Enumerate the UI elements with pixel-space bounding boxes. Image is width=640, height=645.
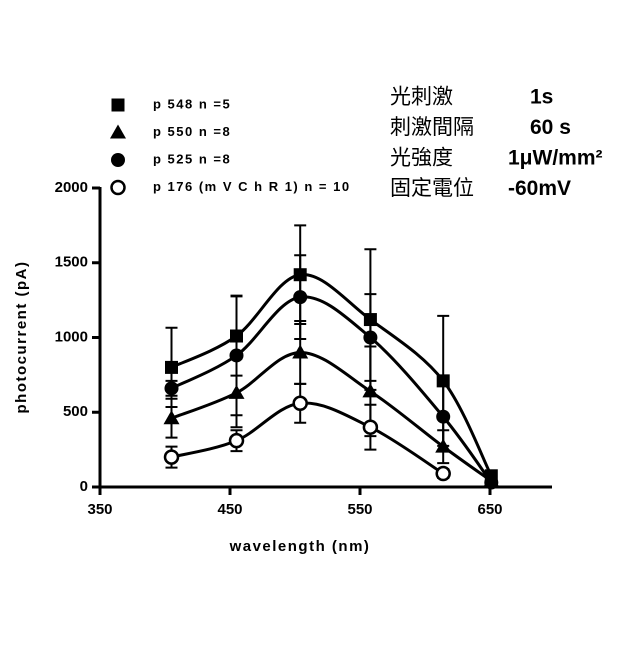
point — [436, 410, 450, 424]
y-tick-label: 1500 — [55, 254, 88, 271]
annotation-label: 固定電位 — [390, 177, 474, 200]
legend-marker — [112, 181, 125, 194]
point — [363, 331, 377, 345]
y-axis-title: photocurrent (pA) — [13, 261, 30, 414]
x-tick-label: 450 — [217, 501, 242, 518]
annotation-value: 1s — [530, 86, 553, 109]
annotation-label: 刺激間隔 — [390, 116, 474, 139]
page: {"chart_data": {"type": "scatter", "x_la… — [0, 0, 640, 645]
point — [165, 361, 178, 374]
annotation-label: 光刺激 — [390, 86, 453, 109]
legend-label: p 176 (m V C h R 1) n = 10 — [153, 179, 351, 194]
legend-marker — [112, 99, 125, 112]
point — [293, 290, 307, 304]
y-tick-label: 2000 — [55, 179, 88, 196]
point — [484, 476, 498, 490]
annotation-value: -60mV — [508, 177, 571, 200]
x-tick-label: 550 — [347, 501, 372, 518]
chart: wavelength (nm) photocurrent (pA) 0 500 10… — [0, 0, 640, 640]
x-tick-label: 650 — [477, 501, 502, 518]
legend-label: p 525 n =8 — [153, 151, 231, 166]
legend-marker — [111, 153, 125, 167]
point — [165, 381, 179, 395]
legend-label: p 550 n =8 — [153, 124, 231, 139]
annotation-value: 60 s — [530, 116, 571, 139]
annotation-label: 光強度 — [390, 147, 453, 170]
point — [165, 451, 178, 464]
point — [437, 467, 450, 480]
point — [294, 397, 307, 410]
y-tick-label: 1000 — [55, 328, 88, 345]
y-tick-label: 500 — [63, 403, 88, 420]
x-tick-label: 350 — [87, 501, 112, 518]
x-axis-title: wavelength (nm) — [229, 538, 371, 555]
legend-marker — [110, 125, 126, 139]
legend-label: p 548 n =5 — [153, 96, 231, 111]
point — [230, 348, 244, 362]
annotation-value: 1μW/mm² — [508, 147, 603, 170]
y-tick-label: 0 — [80, 478, 88, 495]
point — [364, 421, 377, 434]
point — [230, 434, 243, 447]
